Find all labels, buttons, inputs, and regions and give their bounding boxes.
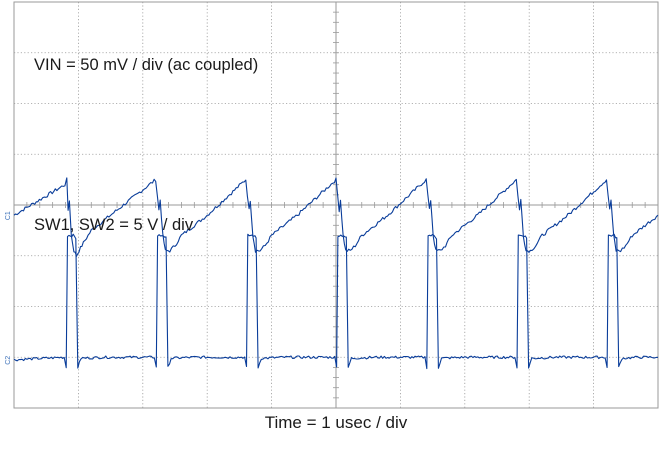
grid [13,1,659,409]
channel-markers: C1 C2 [5,211,12,365]
sw-trace-label: SW1, SW2 = 5 V / div [34,216,194,234]
trace-line-vin [13,177,659,257]
channel-marker-c1: C1 [5,211,12,220]
x-axis-label: Time = 1 usec / div [265,413,408,432]
channel-marker-c2: C2 [5,356,12,365]
vin-trace-label: VIN = 50 mV / div (ac coupled) [34,56,258,74]
traces [13,177,659,370]
trace-line-sw [13,233,659,370]
